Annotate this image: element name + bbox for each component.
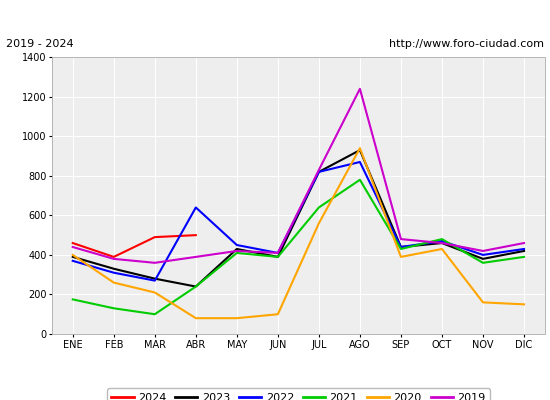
Text: http://www.foro-ciudad.com: http://www.foro-ciudad.com xyxy=(389,39,544,49)
Text: Evolucion Nº Turistas Nacionales en el municipio de Fariza: Evolucion Nº Turistas Nacionales en el m… xyxy=(53,8,497,23)
Legend: 2024, 2023, 2022, 2021, 2020, 2019: 2024, 2023, 2022, 2021, 2020, 2019 xyxy=(107,388,490,400)
Text: 2019 - 2024: 2019 - 2024 xyxy=(6,39,73,49)
